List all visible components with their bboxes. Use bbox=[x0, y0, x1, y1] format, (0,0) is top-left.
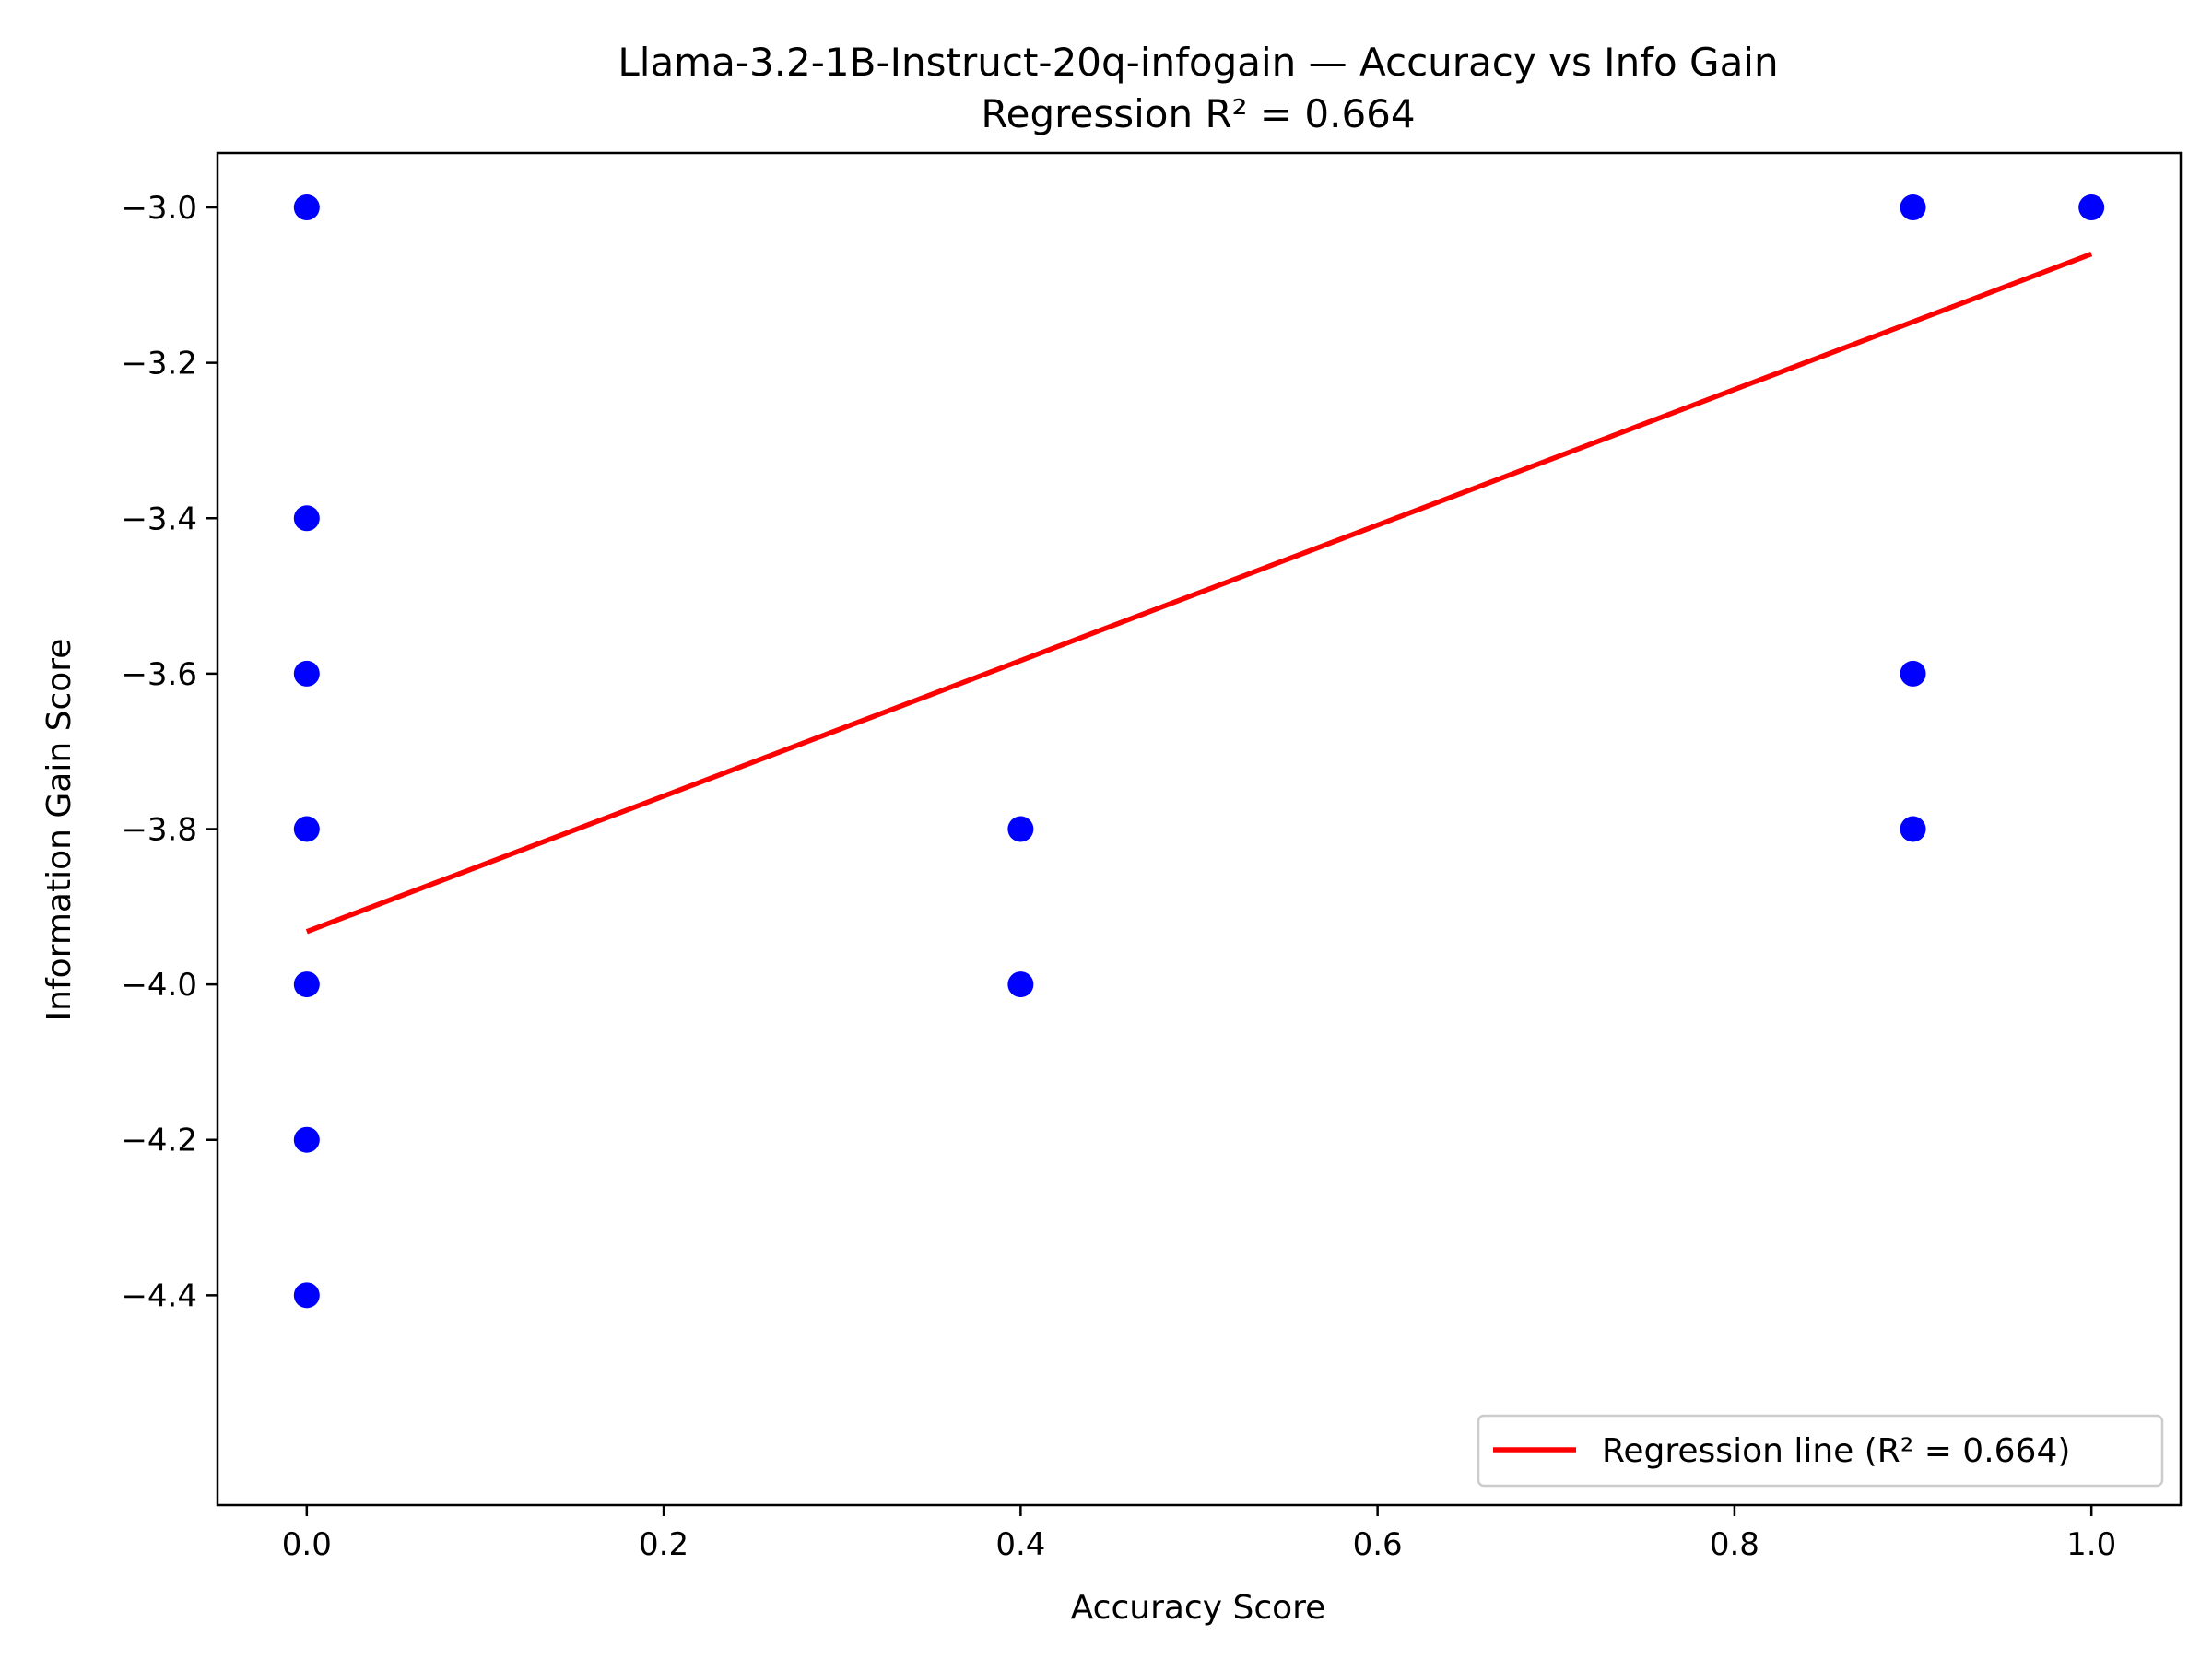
y-tick-label: −3.4 bbox=[121, 500, 197, 537]
x-axis-label: Accuracy Score bbox=[1071, 1589, 1326, 1627]
x-tick-label: 0.2 bbox=[639, 1526, 688, 1563]
scatter-point bbox=[293, 194, 320, 221]
scatter-point bbox=[293, 1126, 320, 1153]
y-tick-label: −3.2 bbox=[121, 346, 197, 382]
y-tick-label: −3.0 bbox=[121, 190, 197, 227]
legend-box bbox=[1477, 1414, 2164, 1488]
scatter-point bbox=[1007, 971, 1034, 998]
legend: Regression line (R² = 0.664) bbox=[1477, 1414, 2164, 1488]
scatter-point bbox=[293, 971, 320, 998]
scatter-point bbox=[293, 660, 320, 687]
scatter-point bbox=[2078, 194, 2105, 221]
regression-line bbox=[305, 252, 2093, 935]
x-tick-label: 0.8 bbox=[1710, 1526, 1759, 1563]
scatter-point bbox=[1900, 816, 1926, 842]
x-axis-ticks: 0.0 0.2 0.4 0.6 0.8 1.0 bbox=[282, 1505, 2116, 1563]
plot-area bbox=[293, 194, 2105, 1309]
y-axis-label: Information Gain Score bbox=[41, 639, 78, 1021]
scatter-point bbox=[293, 505, 320, 532]
y-tick-label: −4.4 bbox=[121, 1277, 197, 1314]
legend-label: Regression line (R² = 0.664) bbox=[1602, 1432, 2070, 1470]
y-tick-label: −4.0 bbox=[121, 967, 197, 1004]
y-tick-label: −3.6 bbox=[121, 656, 197, 693]
x-tick-label: 0.0 bbox=[282, 1526, 332, 1563]
scatter-point bbox=[1900, 194, 1926, 221]
x-tick-label: 0.6 bbox=[1353, 1526, 1403, 1563]
x-tick-label: 1.0 bbox=[2066, 1526, 2116, 1563]
scatter-point bbox=[1900, 660, 1926, 687]
scatter-point bbox=[1007, 816, 1034, 842]
y-axis-ticks: −3.0 −3.2 −3.4 −3.6 −3.8 −4.0 −4.2 −4.4 bbox=[121, 190, 218, 1314]
chart-subtitle: Regression R² = 0.664 bbox=[981, 91, 1415, 136]
y-tick-label: −4.2 bbox=[121, 1123, 197, 1159]
scatter-point bbox=[293, 1282, 320, 1309]
x-tick-label: 0.4 bbox=[995, 1526, 1045, 1563]
chart-title: Llama-3.2-1B-Instruct-20q-infogain — Acc… bbox=[618, 40, 1778, 85]
y-tick-label: −3.8 bbox=[121, 812, 197, 849]
scatter-point bbox=[293, 816, 320, 842]
